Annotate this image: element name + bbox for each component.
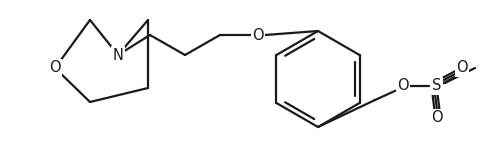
Text: O: O	[252, 28, 264, 42]
Text: O: O	[49, 61, 61, 76]
Text: O: O	[431, 111, 443, 125]
Text: N: N	[112, 48, 124, 62]
Text: O: O	[397, 79, 409, 93]
Text: S: S	[432, 79, 442, 93]
Text: O: O	[456, 61, 468, 76]
